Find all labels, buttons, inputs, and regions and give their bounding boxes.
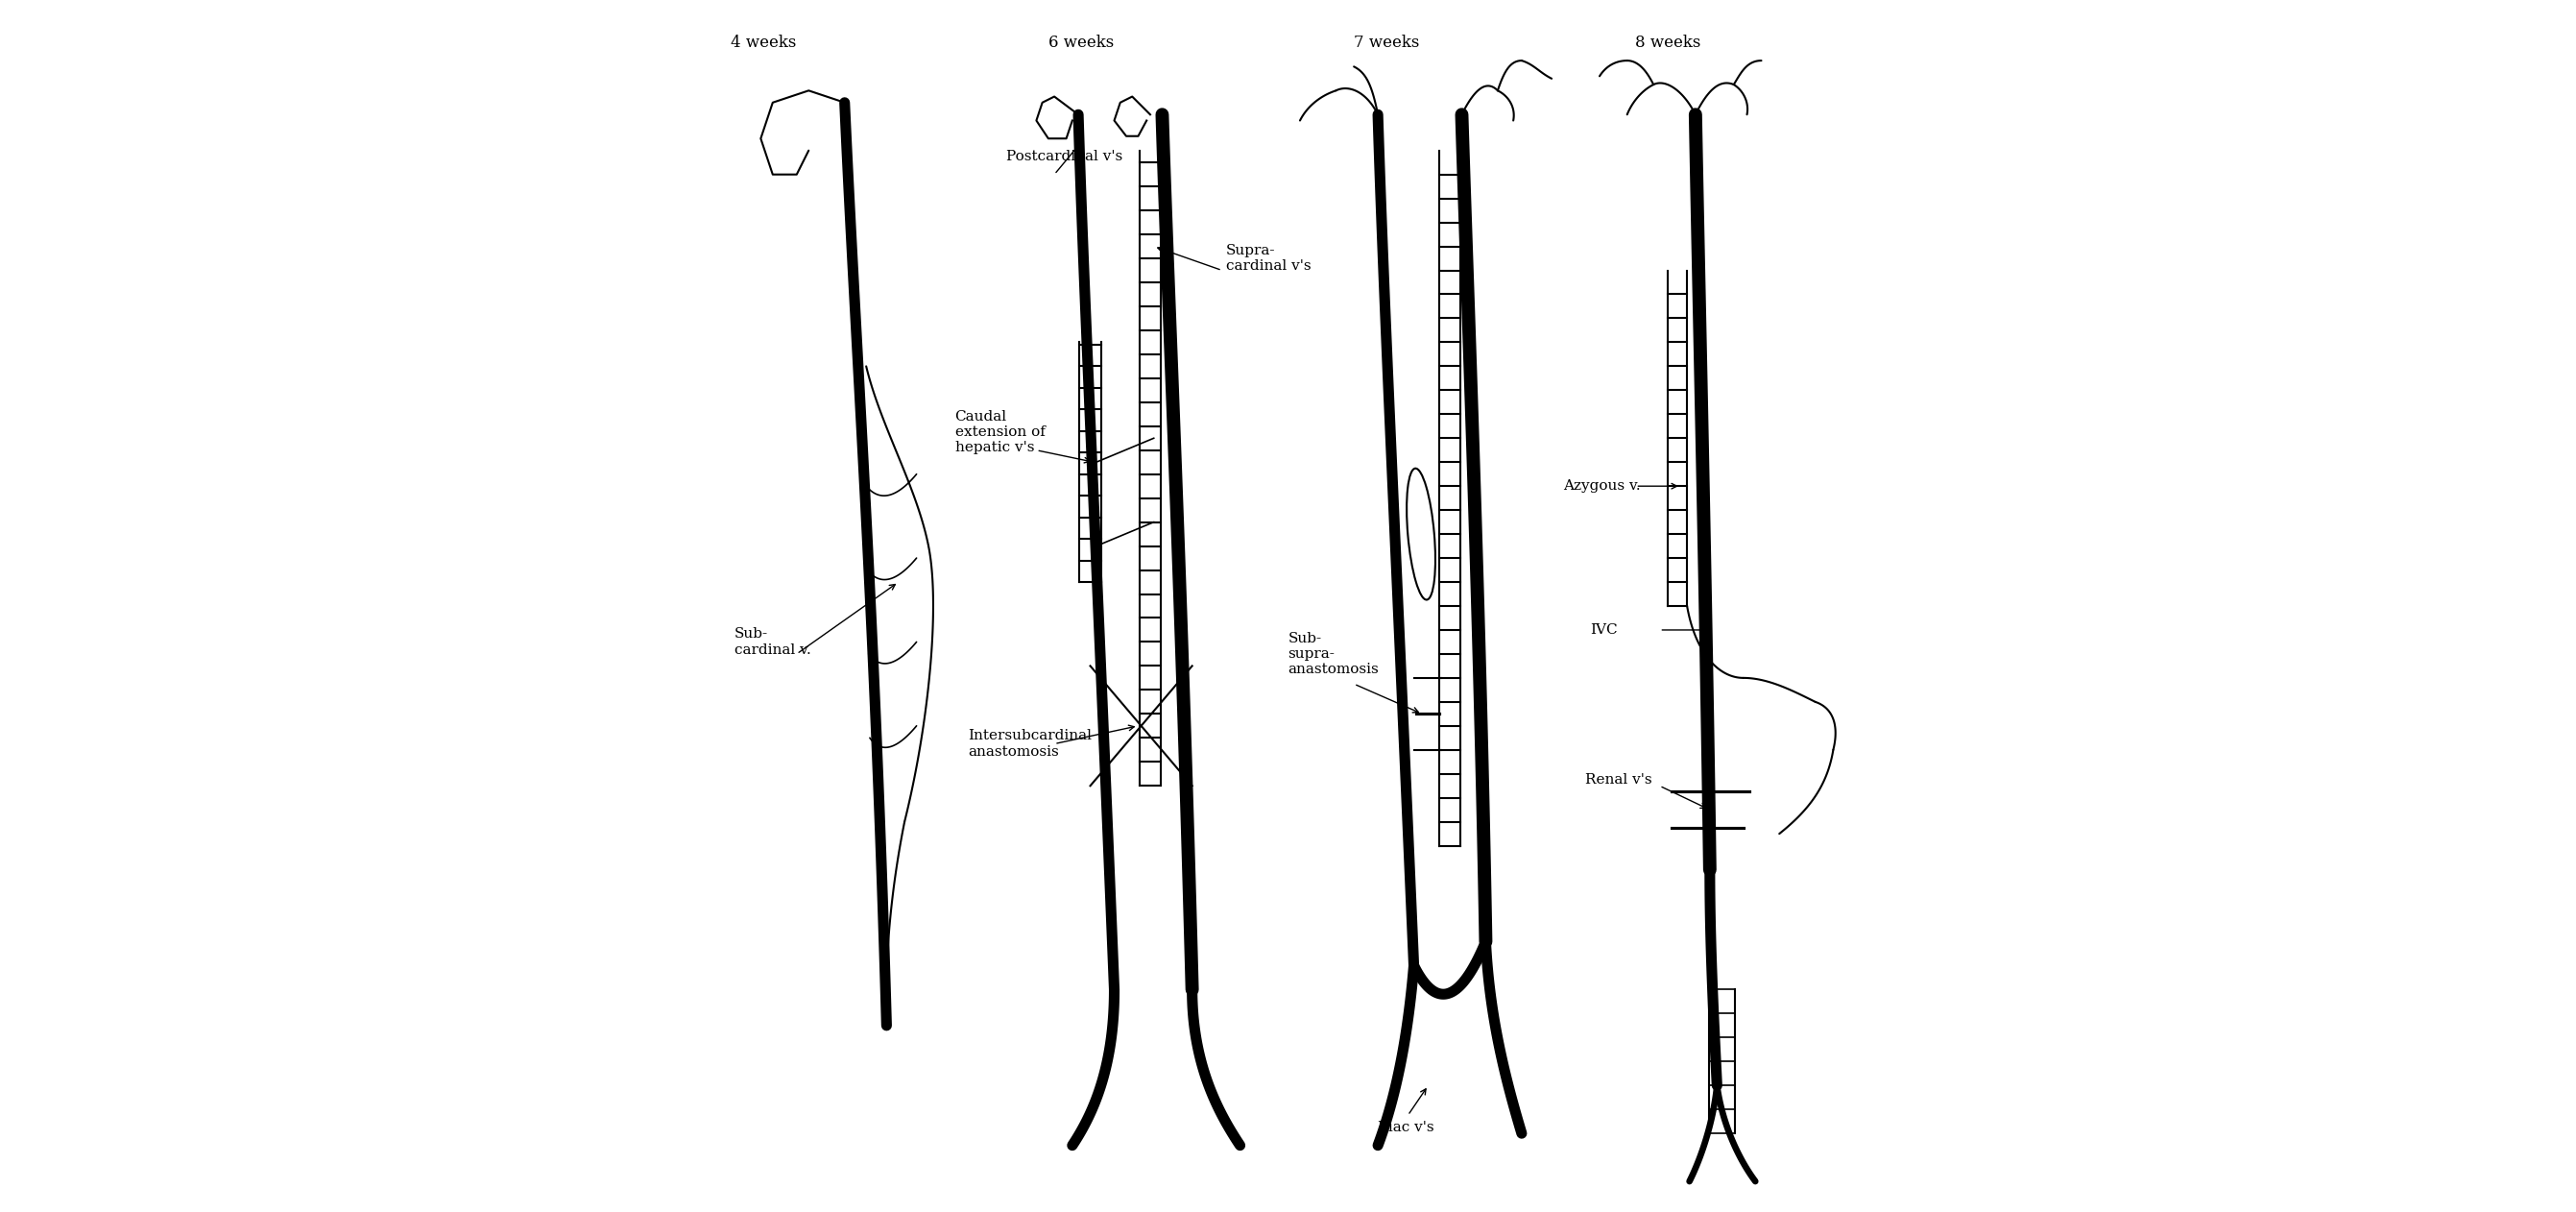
- Text: 4 weeks: 4 weeks: [732, 34, 796, 51]
- Text: 7 weeks: 7 weeks: [1355, 34, 1419, 51]
- Text: Caudal
extension of
hepatic v's: Caudal extension of hepatic v's: [956, 410, 1046, 454]
- Text: IVC: IVC: [1589, 623, 1618, 636]
- Text: Intersubcardinal
anastomosis: Intersubcardinal anastomosis: [969, 730, 1092, 759]
- Text: Supra-
cardinal v's: Supra- cardinal v's: [1226, 244, 1311, 273]
- Text: Azygous v.: Azygous v.: [1564, 480, 1641, 493]
- Text: 6 weeks: 6 weeks: [1048, 34, 1113, 51]
- Text: Iliac v's: Iliac v's: [1378, 1121, 1435, 1134]
- Text: 8 weeks: 8 weeks: [1636, 34, 1700, 51]
- Text: Sub-
supra-
anastomosis: Sub- supra- anastomosis: [1288, 631, 1378, 676]
- Text: Sub-
cardinal v.: Sub- cardinal v.: [734, 628, 811, 657]
- Text: Renal v's: Renal v's: [1584, 773, 1651, 787]
- Text: Postcardinal v's: Postcardinal v's: [1007, 150, 1123, 164]
